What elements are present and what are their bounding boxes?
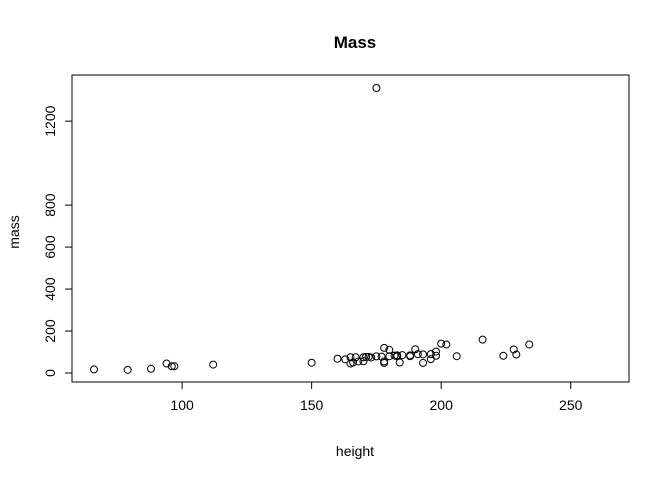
data-point <box>90 365 98 374</box>
x-axis-label: height <box>336 443 374 459</box>
y-tick-label: 1200 <box>42 105 58 136</box>
data-point <box>362 352 371 361</box>
data-point <box>432 351 440 360</box>
data-point <box>499 351 508 360</box>
data-point <box>406 352 415 361</box>
data-point <box>367 353 376 362</box>
data-point <box>351 353 360 362</box>
y-tick-label: 600 <box>42 235 58 259</box>
data-point <box>419 350 428 359</box>
y-tick-label: 0 <box>42 369 58 377</box>
data-point <box>372 84 381 92</box>
data-point <box>411 345 420 354</box>
data-point <box>359 357 368 366</box>
x-tick-label: 100 <box>170 397 194 413</box>
data-point <box>478 335 487 344</box>
data-point <box>413 350 422 359</box>
x-tick-label: 250 <box>559 397 583 413</box>
y-axis-label: mass <box>6 215 22 248</box>
data-point <box>437 339 446 348</box>
y-axis: 0 200 400 600 800 1200 <box>42 105 73 377</box>
data-point <box>432 347 440 356</box>
data-point <box>380 358 389 367</box>
data-point <box>512 350 521 359</box>
data-point <box>354 357 363 366</box>
plot-frame <box>71 74 630 383</box>
data-point <box>333 354 342 363</box>
data-point <box>341 355 350 364</box>
data-point <box>380 343 389 352</box>
y-tick-label: 400 <box>42 277 58 301</box>
data-point <box>349 358 358 367</box>
x-axis: 100 150 200 250 <box>170 381 583 413</box>
data-point <box>170 362 179 371</box>
data-point <box>385 345 394 354</box>
data-point <box>419 358 428 367</box>
data-points <box>90 84 534 374</box>
chart-title: Mass <box>334 33 377 52</box>
data-point <box>307 358 316 367</box>
data-point <box>395 358 404 367</box>
y-tick-label: 800 <box>42 193 58 217</box>
data-point <box>167 362 176 371</box>
data-point <box>442 340 451 349</box>
data-point <box>452 352 461 361</box>
data-point <box>359 353 368 362</box>
data-point <box>385 352 394 361</box>
data-point <box>426 350 435 359</box>
data-point <box>398 351 407 360</box>
data-point <box>123 365 132 374</box>
data-point <box>509 345 518 354</box>
x-tick-label: 200 <box>430 397 454 413</box>
data-point <box>346 353 355 362</box>
data-point <box>525 340 534 349</box>
y-tick-label: 200 <box>42 319 58 343</box>
data-point <box>147 364 155 373</box>
x-tick-label: 150 <box>300 397 324 413</box>
data-point <box>209 360 218 369</box>
data-point <box>372 352 381 361</box>
